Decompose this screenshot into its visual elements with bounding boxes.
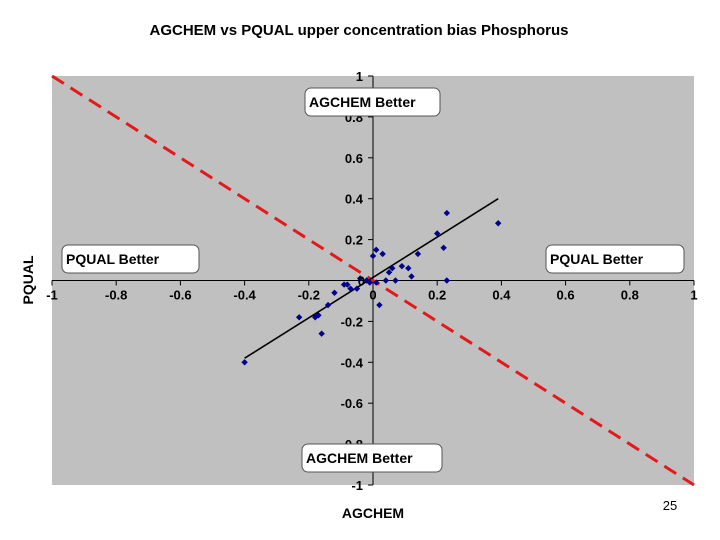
- trend-line-layer: [244, 198, 499, 359]
- x-tick-label: -0.4: [233, 288, 256, 303]
- callout-box: [61, 244, 200, 274]
- data-point: [443, 277, 451, 284]
- y-tick-label: 0.2: [345, 233, 363, 248]
- x-tick-label: 0.2: [428, 288, 446, 303]
- tick-labels: -1-0.8-0.6-0.4-0.200.20.40.60.81-1-0.8-0…: [46, 69, 697, 493]
- data-point: [373, 246, 380, 254]
- callout-label: PQUAL Better: [66, 251, 160, 267]
- data-point: [340, 281, 348, 288]
- x-axis-label: AGCHEM: [342, 505, 404, 521]
- callout-box: [301, 443, 443, 473]
- y-tick-label: -1: [351, 478, 363, 493]
- y-tick-label: -0.2: [341, 314, 363, 329]
- data-point: [379, 250, 386, 258]
- data-point: [408, 273, 415, 280]
- y-tick-label: 0: [358, 274, 365, 289]
- data-point: [494, 220, 502, 227]
- page-number: 25: [663, 498, 677, 513]
- y-tick-label: -0.6: [341, 396, 363, 411]
- callout-box: [545, 244, 685, 274]
- data-point: [366, 279, 373, 286]
- data-point: [385, 269, 393, 276]
- data-point: [344, 281, 351, 288]
- y-tick-label: 0.4: [345, 192, 364, 207]
- callout-label: PQUAL Better: [550, 251, 644, 267]
- chart-title: AGCHEM vs PQUAL upper concentration bias…: [150, 22, 569, 39]
- data-point: [443, 209, 451, 217]
- data-point: [324, 301, 332, 309]
- data-point: [347, 285, 354, 292]
- data-point: [353, 285, 361, 292]
- x-tick-label: 1: [690, 288, 697, 303]
- data-point: [331, 289, 338, 296]
- data-point: [241, 359, 248, 366]
- x-tick-label: 0: [369, 288, 376, 303]
- y-tick-label: -0.4: [341, 355, 364, 370]
- reference-line-layer: [51, 74, 695, 487]
- callouts: AGCHEM Better PQUAL Better PQUAL Better AGC…: [61, 87, 685, 473]
- data-point: [356, 275, 364, 282]
- data-point: [440, 244, 447, 251]
- data-point: [414, 250, 422, 258]
- x-tick-label: 0.6: [557, 288, 575, 303]
- x-tick-label: 0.4: [492, 288, 511, 303]
- data-point: [315, 312, 322, 319]
- x-tick-label: -0.2: [298, 288, 320, 303]
- trend-line: [244, 198, 499, 359]
- data-point: [389, 265, 396, 272]
- x-tick-label: -1: [46, 288, 58, 303]
- callout-box: [304, 87, 441, 117]
- data-point: [376, 301, 383, 309]
- x-tick-label: 0.8: [621, 288, 639, 303]
- data-point: [392, 277, 399, 284]
- data-point: [318, 330, 325, 337]
- reference-line: [51, 74, 695, 487]
- data-point: [295, 314, 303, 321]
- x-tick-label: -0.6: [169, 288, 191, 303]
- callout-label: AGCHEM Better: [309, 94, 416, 110]
- data-point: [398, 262, 406, 270]
- y-tick-label: 0.6: [345, 151, 363, 166]
- y-axis-label: PQUAL: [20, 255, 36, 304]
- data-point: [373, 279, 380, 286]
- x-tick-label: -0.8: [105, 288, 127, 303]
- points-layer: [241, 209, 502, 366]
- callout-label: AGCHEM Better: [306, 450, 413, 466]
- data-point: [382, 277, 390, 284]
- y-tick-label: 1: [356, 69, 363, 84]
- data-point: [369, 252, 377, 260]
- data-point: [434, 230, 441, 237]
- data-point: [405, 265, 412, 272]
